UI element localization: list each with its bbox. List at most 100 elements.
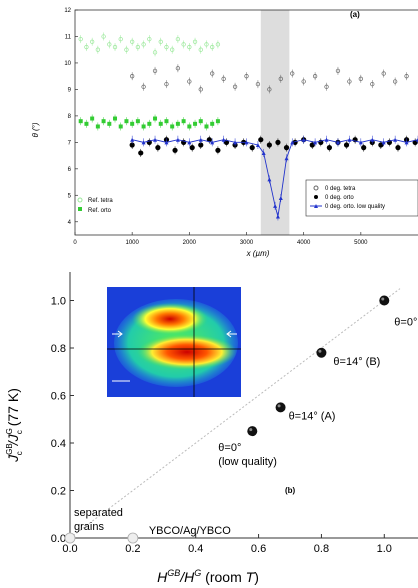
point-0-deg-orto-low-quality [261, 150, 266, 155]
legend-right: 0 deg. tetra 0 deg. orto 0 deg. orto. lo… [305, 179, 418, 217]
point-ref-orto [187, 124, 192, 129]
point-0-deg-orto-low-quality [233, 140, 238, 145]
point-ref-orto [141, 124, 146, 129]
point-0-deg-orto-low-quality [347, 137, 352, 142]
point-ref-tetra [141, 42, 146, 47]
inset-peak-top [132, 303, 208, 335]
b-y-tick-label: 0.2 [51, 486, 66, 498]
point-label: θ=14° (B) [333, 356, 380, 368]
a-y-tick-label: 10 [64, 61, 71, 67]
a-y-tick-label: 11 [65, 34, 72, 40]
shaded-band [260, 10, 290, 235]
point-0-deg-orto-low-quality [370, 137, 375, 142]
point-ref-orto [78, 119, 83, 124]
point-ref-tetra [130, 39, 135, 44]
point-ref-tetra [107, 42, 112, 47]
point-ref-orto [95, 124, 100, 129]
b-y-tick-label: 0.8 [51, 343, 66, 355]
point-0-deg-tetra [347, 79, 352, 84]
point-ref-orto [147, 121, 152, 126]
b-y-axis-label: JGBc/JGc (77 K) [5, 388, 24, 463]
point-ref-tetra [89, 39, 95, 44]
point-ref-tetra [198, 47, 203, 52]
data-point-open [64, 532, 76, 544]
inset-arrow-left [112, 330, 123, 338]
data-point [379, 295, 390, 306]
legend-box [305, 179, 418, 217]
point-ref-orto [181, 119, 186, 124]
point-0-deg-tetra [221, 76, 226, 81]
point-0-deg-tetra [267, 87, 272, 92]
point-ref-orto [130, 121, 135, 126]
point-0-deg-orto [172, 147, 178, 153]
point-ref-tetra [124, 47, 129, 52]
legend-left: Ref. tetra Ref. orto [77, 197, 113, 214]
a-x-tick-label: 4000 [297, 240, 311, 246]
point-ref-tetra [112, 44, 118, 50]
point-ref-tetra [158, 39, 163, 44]
legend-marker-0deg-orto [314, 195, 318, 199]
point-ref-orto [175, 121, 180, 126]
point-ref-orto [170, 124, 175, 129]
point-0-deg-tetra [278, 76, 283, 81]
point-0-deg-orto-low-quality [221, 137, 226, 142]
point-ref-orto [153, 116, 158, 121]
point-0-deg-orto-low-quality [278, 195, 283, 200]
panel-label-a: (a) [350, 10, 360, 19]
inset-arrow-right [226, 330, 237, 338]
b-x-axis-label: HGB/HG (room T) [157, 568, 259, 585]
point-ref-orto [204, 124, 209, 129]
point-0-deg-orto [155, 145, 161, 151]
b-x-tick-label: 0.4 [188, 543, 203, 555]
point-0-deg-orto-low-quality [358, 140, 363, 145]
inset-heatmap [107, 287, 241, 397]
point-label: YBCO/Ag/YBCO [149, 525, 231, 537]
data-point [247, 426, 258, 437]
point-ref-tetra [84, 44, 89, 50]
point-0-deg-orto [283, 145, 290, 151]
point-0-deg-orto-low-quality [324, 137, 329, 142]
point-0-deg-tetra [164, 81, 169, 87]
b-y-tick-label: 0.4 [51, 438, 66, 450]
legend-marker-0deg-tetra [313, 185, 319, 191]
point-ref-orto [113, 116, 118, 121]
a-y-tick-label: 7 [68, 140, 72, 146]
point-0-deg-orto-low-quality [393, 137, 398, 142]
a-x-tick-label: 5000 [354, 240, 368, 246]
point-0-deg-orto [129, 142, 135, 148]
b-x-tick-label: 0.2 [125, 543, 140, 555]
point-0-deg-orto-low-quality [301, 137, 306, 142]
point-0-deg-orto [138, 150, 144, 156]
a-y-axis-label: θ (°) [31, 122, 40, 137]
a-axes: 0 1000 2000 3000 4000 5000 4 5 6 7 8 9 10 11 12 [64, 8, 368, 246]
point-0-deg-orto-low-quality [244, 140, 249, 145]
point-ref-tetra [192, 39, 198, 44]
point-ref-tetra [164, 44, 169, 50]
b-y-tick-label: 0.6 [51, 391, 66, 403]
point-0-deg-tetra [187, 79, 192, 84]
point-0-deg-orto-low-quality [175, 137, 180, 142]
point-0-deg-tetra [358, 76, 363, 81]
point-ref-orto [135, 119, 140, 124]
point-0-deg-orto-low-quality [273, 203, 278, 208]
b-data-points [64, 295, 390, 544]
point-0-deg-tetra [381, 71, 386, 76]
point-0-deg-tetra [232, 84, 238, 89]
point-0-deg-tetra [312, 74, 318, 79]
point-ref-tetra [78, 36, 83, 42]
point-0-deg-orto [361, 145, 367, 151]
data-point [275, 402, 286, 413]
point-label-line2: (low quality) [218, 456, 277, 468]
legend-marker-ref-orto [78, 207, 82, 211]
point-0-deg-orto-low-quality [187, 140, 192, 145]
point-ref-tetra [101, 34, 106, 39]
panel-b: 0.0 0.2 0.4 0.6 0.8 1.0 0.0 0.2 0.4 0.6 0.8 1.0 θ=0… [5, 272, 418, 585]
point-0-deg-orto [258, 137, 264, 143]
data-point-highlight [381, 297, 385, 301]
point-ref-tetra [204, 42, 209, 47]
point-0-deg-orto-low-quality [130, 137, 135, 142]
point-0-deg-tetra [290, 71, 295, 76]
point-0-deg-orto [343, 142, 350, 148]
point-0-deg-tetra [335, 68, 341, 74]
